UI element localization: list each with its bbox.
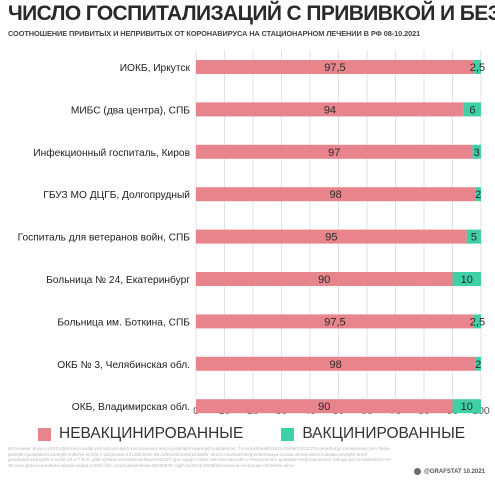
- legend-swatch-unvaccinated: [38, 427, 51, 441]
- data-label-unvaccinated: 94: [324, 104, 336, 116]
- legend: НЕВАКЦИНИРОВАННЫЕ ВАКЦИНИРОВАННЫЕ: [38, 425, 478, 443]
- data-label-unvaccinated: 90: [318, 274, 330, 286]
- data-label-vaccinated: 5: [471, 232, 477, 244]
- data-label-vaccinated: 2,5: [470, 62, 485, 74]
- category-label: ГБУЗ МО ДЦГБ, Долгопрудный: [43, 190, 190, 201]
- category-label: ИОКБ, Иркутск: [120, 63, 191, 74]
- bar-unvaccinated: [196, 356, 476, 371]
- bar-vaccinated: [473, 60, 481, 74]
- data-label-unvaccinated: 95: [325, 232, 337, 244]
- bar-vaccinated: [466, 229, 481, 244]
- category-label: ОКБ № 3, Челябинская обл.: [57, 359, 190, 371]
- data-label-vaccinated: 2,5: [470, 316, 485, 328]
- bar-unvaccinated: [196, 229, 467, 244]
- data-label-unvaccinated: 97,5: [324, 62, 345, 74]
- bar-vaccinated: [475, 356, 481, 371]
- data-label-unvaccinated: 97,5: [324, 316, 345, 328]
- grafstat-logo-icon: [414, 468, 422, 475]
- category-label: Больница № 24, Екатеринбург: [46, 274, 190, 286]
- data-label-vaccinated: 6: [469, 104, 475, 116]
- category-label: ОКБ, Владимирская обл.: [72, 401, 190, 413]
- data-label-unvaccinated: 98: [330, 189, 342, 201]
- credit-text: @GRAFSTAT 10.2021: [424, 468, 485, 475]
- data-label-vaccinated: 3: [474, 147, 480, 159]
- bar-vaccinated: [452, 399, 481, 414]
- bar-vaccinated: [472, 144, 481, 159]
- data-label-unvaccinated: 90: [318, 401, 330, 413]
- bar-unvaccinated: [196, 272, 453, 286]
- bar-vaccinated: [475, 187, 481, 202]
- category-label: МИБС (два центра), СПБ: [71, 105, 190, 116]
- bar-unvaccinated: [196, 314, 474, 329]
- credit: @GRAFSTAT 10.2021: [414, 468, 485, 475]
- data-label-unvaccinated: 98: [330, 359, 342, 371]
- legend-item-unvaccinated: НЕВАКЦИНИРОВАННЫЕ: [38, 425, 243, 443]
- data-label-vaccinated: 10: [461, 401, 473, 413]
- bar-vaccinated: [473, 314, 481, 329]
- bar-unvaccinated: [196, 187, 476, 202]
- bar-unvaccinated: [196, 399, 453, 414]
- data-label-unvaccinated: 97: [328, 147, 340, 159]
- data-label-vaccinated: 2: [475, 359, 481, 371]
- category-label: Больница им. Боткина, СПБ: [57, 317, 190, 328]
- legend-label-unvaccinated: НЕВАКЦИНИРОВАННЫЕ: [59, 425, 244, 442]
- bar-unvaccinated: [196, 60, 474, 74]
- bar-vaccinated: [452, 272, 481, 286]
- data-label-vaccinated: 2: [475, 189, 481, 201]
- legend-item-vaccinated: ВАКЦИНИРОВАННЫЕ: [281, 425, 465, 443]
- legend-label-vaccinated: ВАКЦИНИРОВАННЫЕ: [302, 425, 466, 442]
- bar-vaccinated: [463, 102, 481, 117]
- bar-unvaccinated: [196, 144, 473, 159]
- sources-text: Источники: prayv.ru/2021/09/ocvid-naslal…: [8, 446, 393, 468]
- legend-swatch-vaccinated: [281, 427, 295, 441]
- chart-title: ЧИСЛО ГОСПИТАЛИЗАЦИЙ С ПРИВИВКОЙ И БЕЗ: [8, 2, 495, 25]
- bar-unvaccinated: [196, 102, 464, 117]
- category-label: Инфекционный госпиталь, Киров: [33, 147, 190, 159]
- data-label-vaccinated: 10: [461, 274, 473, 286]
- stacked-bar-chart: 0102030405060708090100ИОКБ, Иркутск97,52…: [18, 50, 490, 417]
- category-label: Госпиталь для ветеранов войн, СПБ: [18, 233, 191, 244]
- chart-subtitle: СООТНОШЕНИЕ ПРИВИТЫХ И НЕПРИВИТЫХ ОТ КОР…: [8, 29, 421, 38]
